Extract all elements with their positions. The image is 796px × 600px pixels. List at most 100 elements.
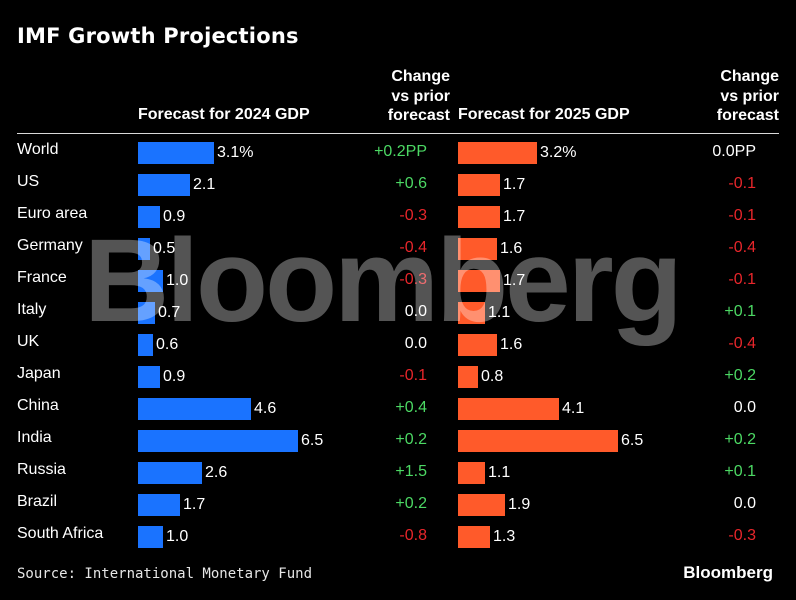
bar-2025-value: 1.6	[500, 336, 523, 353]
bar-2025	[458, 174, 500, 196]
bar-2024-value: 0.9	[163, 208, 186, 225]
bar-2025	[458, 366, 478, 388]
change-2025-value: -0.1	[728, 175, 756, 192]
change-2024-value: +0.6	[395, 175, 427, 192]
change-2024-value: -0.4	[399, 239, 427, 256]
bar-2025-value: 1.6	[500, 240, 523, 257]
header-change-2024-line1: Change	[391, 68, 450, 85]
bar-2024	[138, 494, 180, 516]
row-label: Italy	[17, 301, 47, 318]
change-2024-value: +0.2PP	[374, 143, 427, 160]
change-2024-value: +0.2	[395, 431, 427, 448]
row-label: India	[17, 429, 52, 446]
row-label: Russia	[17, 461, 66, 478]
change-2025-value: -0.1	[728, 271, 756, 288]
bar-2025	[458, 270, 500, 292]
change-2024-value: +0.4	[395, 399, 427, 416]
row-label: Japan	[17, 365, 61, 382]
bar-2025	[458, 334, 497, 356]
header-forecast-2025: Forecast for 2025 GDP	[458, 106, 630, 123]
bar-2025	[458, 398, 559, 420]
change-2024-value: 0.0	[404, 335, 427, 352]
row-label: UK	[17, 333, 40, 350]
bar-2024	[138, 398, 251, 420]
row-label: Germany	[17, 237, 83, 254]
change-2024-value: +0.2	[395, 495, 427, 512]
change-2024-value: -0.1	[399, 367, 427, 384]
bar-2024-value: 2.6	[205, 464, 228, 481]
bar-2025-value: 1.7	[503, 176, 526, 193]
bar-2024-value: 1.0	[166, 528, 189, 545]
change-2025-value: -0.3	[728, 527, 756, 544]
bar-2025	[458, 142, 537, 164]
row-label: World	[17, 141, 59, 158]
bar-2024	[138, 366, 160, 388]
row-label: France	[17, 269, 67, 286]
bar-2025-value: 1.7	[503, 272, 526, 289]
bar-2024	[138, 302, 155, 324]
bar-2025-value: 6.5	[621, 432, 644, 449]
bar-2024-value: 0.6	[156, 336, 179, 353]
bar-2025-value: 1.1	[488, 464, 511, 481]
chart-title: IMF Growth Projections	[17, 24, 299, 48]
bar-2024-value: 0.5	[153, 240, 176, 257]
bar-2024-value: 3.1%	[217, 144, 254, 161]
header-change-2025-line3: forecast	[716, 107, 779, 124]
change-2025-value: 0.0	[733, 495, 756, 512]
header-change-2025: Change vs prior forecast	[717, 67, 779, 126]
bar-2024	[138, 430, 298, 452]
header-forecast-2024: Forecast for 2024 GDP	[138, 106, 310, 123]
bar-2024	[138, 206, 160, 228]
bar-2024	[138, 270, 163, 292]
bar-2025	[458, 302, 485, 324]
header-change-2024-line3: forecast	[387, 107, 450, 124]
row-label: US	[17, 173, 40, 190]
bar-2025	[458, 462, 485, 484]
bar-2024-value: 1.0	[166, 272, 189, 289]
change-2024-value: +1.5	[395, 463, 427, 480]
change-2024-value: -0.3	[399, 207, 427, 224]
bar-2025	[458, 494, 505, 516]
bar-2025-value: 1.3	[493, 528, 516, 545]
bar-2025	[458, 430, 618, 452]
change-2024-value: 0.0	[404, 303, 427, 320]
bar-2024-value: 0.9	[163, 368, 186, 385]
bar-2024	[138, 526, 163, 548]
bar-2024-value: 6.5	[301, 432, 324, 449]
bar-2024	[138, 238, 150, 260]
bar-2025-value: 3.2%	[540, 144, 577, 161]
change-2025-value: 0.0	[733, 399, 756, 416]
row-label: Euro area	[17, 205, 88, 222]
header-change-2025-line2: vs prior	[720, 87, 779, 105]
bar-2025-value: 1.1	[488, 304, 511, 321]
bar-2025	[458, 206, 500, 228]
change-2025-value: -0.1	[728, 207, 756, 224]
header-change-2024: Change vs prior forecast	[388, 67, 450, 126]
header-change-2025-line1: Change	[720, 68, 779, 85]
change-2025-value: +0.2	[724, 431, 756, 448]
change-2024-value: -0.8	[399, 527, 427, 544]
row-label: China	[17, 397, 59, 414]
change-2025-value: -0.4	[728, 335, 756, 352]
bloomberg-logo: Bloomberg	[683, 563, 773, 582]
bar-2025	[458, 526, 490, 548]
bar-2024	[138, 174, 190, 196]
bar-2024	[138, 334, 153, 356]
bar-2025-value: 1.9	[508, 496, 531, 513]
source-note: Source: International Monetary Fund	[17, 566, 313, 582]
bar-2024-value: 0.7	[158, 304, 181, 321]
bar-2025	[458, 238, 497, 260]
header-change-2024-line2: vs prior	[391, 87, 450, 105]
change-2025-value: +0.2	[724, 367, 756, 384]
bar-2024-value: 2.1	[193, 176, 216, 193]
change-2025-value: +0.1	[724, 463, 756, 480]
change-2024-value: -0.3	[399, 271, 427, 288]
row-label: South Africa	[17, 525, 104, 542]
change-2025-value: 0.0PP	[712, 143, 756, 160]
bar-2025-value: 0.8	[481, 368, 504, 385]
bar-2025-value: 4.1	[562, 400, 585, 417]
bar-2024-value: 1.7	[183, 496, 206, 513]
header-divider	[17, 133, 779, 134]
bar-2025-value: 1.7	[503, 208, 526, 225]
